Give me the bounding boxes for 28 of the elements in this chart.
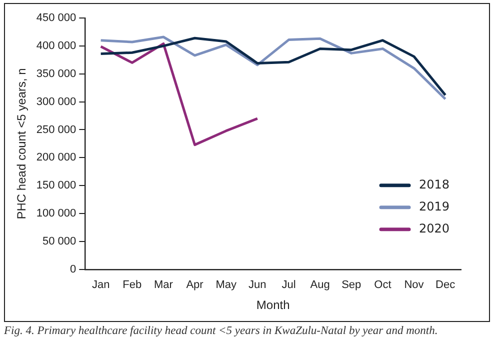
y-tick-label: 100 000 (36, 208, 76, 220)
y-tick-label: 400 000 (36, 40, 76, 52)
x-tick-label: Aug (310, 279, 330, 292)
x-tick-label: Jan (92, 279, 110, 292)
y-tick-label: 350 000 (36, 68, 76, 80)
x-tick-label: Feb (122, 279, 142, 292)
legend-label: 2018 (419, 178, 450, 192)
y-tick-label: 300 000 (36, 96, 76, 108)
legend-label: 2020 (419, 222, 450, 236)
y-tick-label: 0 (70, 263, 76, 276)
x-tick-label: Nov (404, 279, 424, 292)
y-tick-label: 250 000 (36, 124, 76, 136)
x-axis-title: Month (256, 298, 290, 312)
y-tick-label: 200 000 (36, 152, 76, 164)
caption: Fig. 4. Primary healthcare facility head count <5 years in KwaZulu-Natal by year and month. (4, 325, 438, 337)
x-tick-label: Dec (436, 279, 456, 292)
y-tick-label: 450 000 (36, 12, 76, 24)
x-tick-label: May (216, 279, 237, 292)
x-tick-label: Mar (154, 279, 174, 292)
x-tick-label: Oct (374, 279, 392, 292)
x-tick-label: Apr (186, 279, 204, 292)
x-tick-label: Jul (282, 279, 296, 292)
y-tick-label: 50 000 (42, 236, 76, 248)
x-tick-label: Sep (342, 279, 362, 292)
y-axis-title: PHC head count <5 years, n (14, 68, 29, 220)
legend-label: 2019 (419, 200, 450, 214)
x-tick-label: Jun (248, 279, 266, 292)
y-tick-label: 150 000 (36, 180, 76, 192)
